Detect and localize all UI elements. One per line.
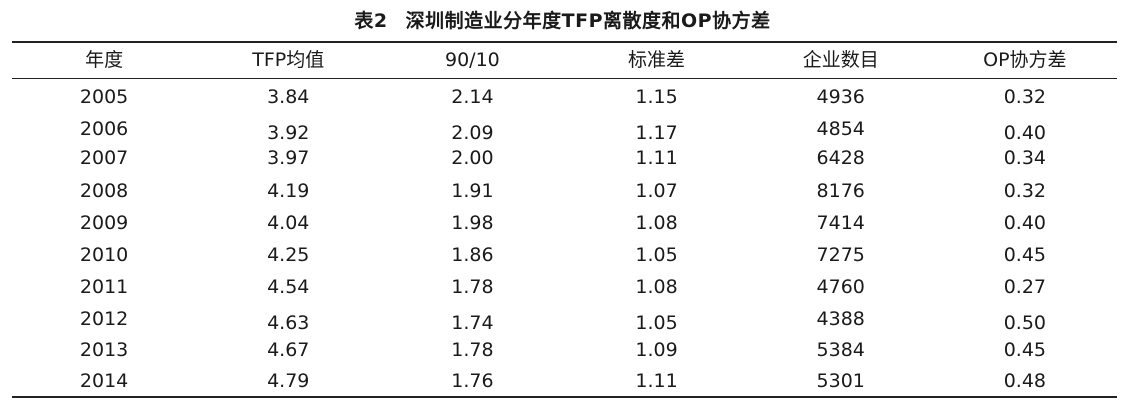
cell-90-10: 1.74 — [451, 312, 494, 334]
table-row: 2011 4.54 1.78 1.08 4760 0.27 — [12, 272, 1117, 302]
cell-year: 2007 — [79, 147, 129, 169]
cell-std-dev: 1.05 — [635, 312, 678, 334]
column-header-std-dev: 标准差 — [628, 49, 686, 71]
cell-90-10: 1.86 — [451, 244, 494, 266]
cell-tfp-mean: 4.54 — [267, 276, 310, 298]
cell-firm-count: 8176 — [816, 180, 865, 202]
cell-std-dev: 1.08 — [635, 212, 678, 234]
cell-op-cov: 0.48 — [1003, 370, 1047, 392]
cell-std-dev: 1.15 — [635, 86, 678, 108]
cell-op-cov: 0.45 — [1003, 244, 1047, 266]
table-row: 2006 3.92 2.09 1.17 4854 0.40 — [12, 114, 1117, 144]
cell-tfp-mean: 4.04 — [267, 212, 310, 234]
cell-std-dev: 1.05 — [635, 244, 678, 266]
column-header-90-10: 90/10 — [445, 49, 500, 71]
cell-firm-count: 4854 — [816, 118, 865, 140]
cell-std-dev: 1.17 — [635, 122, 678, 144]
cell-std-dev: 1.11 — [635, 370, 678, 392]
cell-year: 2006 — [79, 118, 129, 140]
cell-std-dev: 1.11 — [635, 147, 678, 169]
cell-year: 2011 — [79, 276, 129, 298]
cell-year: 2014 — [79, 370, 129, 392]
cell-90-10: 1.98 — [451, 212, 494, 234]
column-header-tfp-mean: TFP均值 — [252, 49, 325, 71]
cell-year: 2009 — [79, 212, 129, 234]
cell-tfp-mean: 3.92 — [267, 122, 310, 144]
column-header-year: 年度 — [85, 49, 124, 71]
table-header-row: 年度 TFP均值 90/10 标准差 企业数目 OP协方差 — [12, 45, 1117, 75]
cell-year: 2010 — [79, 244, 129, 266]
cell-90-10: 2.09 — [451, 122, 494, 144]
table-row: 2012 4.63 1.74 1.05 4388 0.50 — [12, 304, 1117, 334]
cell-90-10: 2.14 — [451, 86, 494, 108]
cell-year: 2012 — [79, 308, 129, 330]
cell-90-10: 1.78 — [451, 339, 494, 361]
column-header-firm-count: 企业数目 — [802, 49, 879, 71]
table-title: 深圳制造业分年度TFP离散度和OP协方差 — [405, 10, 771, 32]
cell-std-dev: 1.08 — [635, 276, 678, 298]
cell-year: 2013 — [79, 339, 129, 361]
table-row: 2010 4.25 1.86 1.05 7275 0.45 — [12, 240, 1117, 270]
table-row: 2007 3.97 2.00 1.11 6428 0.34 — [12, 143, 1117, 173]
cell-90-10: 2.00 — [451, 147, 494, 169]
cell-90-10: 1.78 — [451, 276, 494, 298]
table-row: 2013 4.67 1.78 1.09 5384 0.45 — [12, 335, 1117, 365]
cell-op-cov: 0.34 — [1003, 147, 1047, 169]
cell-90-10: 1.76 — [451, 370, 494, 392]
bottom-rule — [12, 396, 1117, 398]
cell-tfp-mean: 4.79 — [267, 370, 310, 392]
cell-tfp-mean: 4.25 — [267, 244, 310, 266]
cell-op-cov: 0.40 — [1003, 212, 1047, 234]
cell-firm-count: 7414 — [816, 212, 865, 234]
cell-year: 2008 — [79, 180, 129, 202]
cell-tfp-mean: 4.67 — [267, 339, 310, 361]
cell-tfp-mean: 4.19 — [267, 180, 310, 202]
cell-op-cov: 0.27 — [1003, 276, 1047, 298]
top-rule — [12, 41, 1117, 43]
cell-firm-count: 5384 — [816, 339, 865, 361]
table-number: 表2 — [354, 10, 388, 32]
cell-tfp-mean: 4.63 — [267, 312, 310, 334]
header-rule — [12, 78, 1117, 79]
table-caption: 表2 深圳制造业分年度TFP离散度和OP协方差 — [0, 6, 1125, 36]
cell-op-cov: 0.32 — [1003, 86, 1047, 108]
table-row: 2014 4.79 1.76 1.11 5301 0.48 — [12, 366, 1117, 396]
cell-op-cov: 0.32 — [1003, 180, 1047, 202]
cell-op-cov: 0.45 — [1003, 339, 1047, 361]
cell-std-dev: 1.07 — [635, 180, 678, 202]
cell-tfp-mean: 3.84 — [267, 86, 310, 108]
table-row: 2005 3.84 2.14 1.15 4936 0.32 — [12, 82, 1117, 112]
table-row: 2009 4.04 1.98 1.08 7414 0.40 — [12, 208, 1117, 238]
cell-year: 2005 — [79, 86, 129, 108]
cell-firm-count: 7275 — [816, 244, 865, 266]
cell-firm-count: 5301 — [816, 370, 865, 392]
cell-firm-count: 4760 — [816, 276, 865, 298]
cell-tfp-mean: 3.97 — [267, 147, 310, 169]
cell-firm-count: 4936 — [816, 86, 865, 108]
cell-op-cov: 0.50 — [1003, 312, 1047, 334]
cell-op-cov: 0.40 — [1003, 122, 1047, 144]
table-row: 2008 4.19 1.91 1.07 8176 0.32 — [12, 176, 1117, 206]
cell-firm-count: 4388 — [816, 308, 865, 330]
column-header-op-cov: OP协方差 — [983, 49, 1067, 71]
cell-firm-count: 6428 — [816, 147, 865, 169]
cell-90-10: 1.91 — [451, 180, 494, 202]
cell-std-dev: 1.09 — [635, 339, 678, 361]
